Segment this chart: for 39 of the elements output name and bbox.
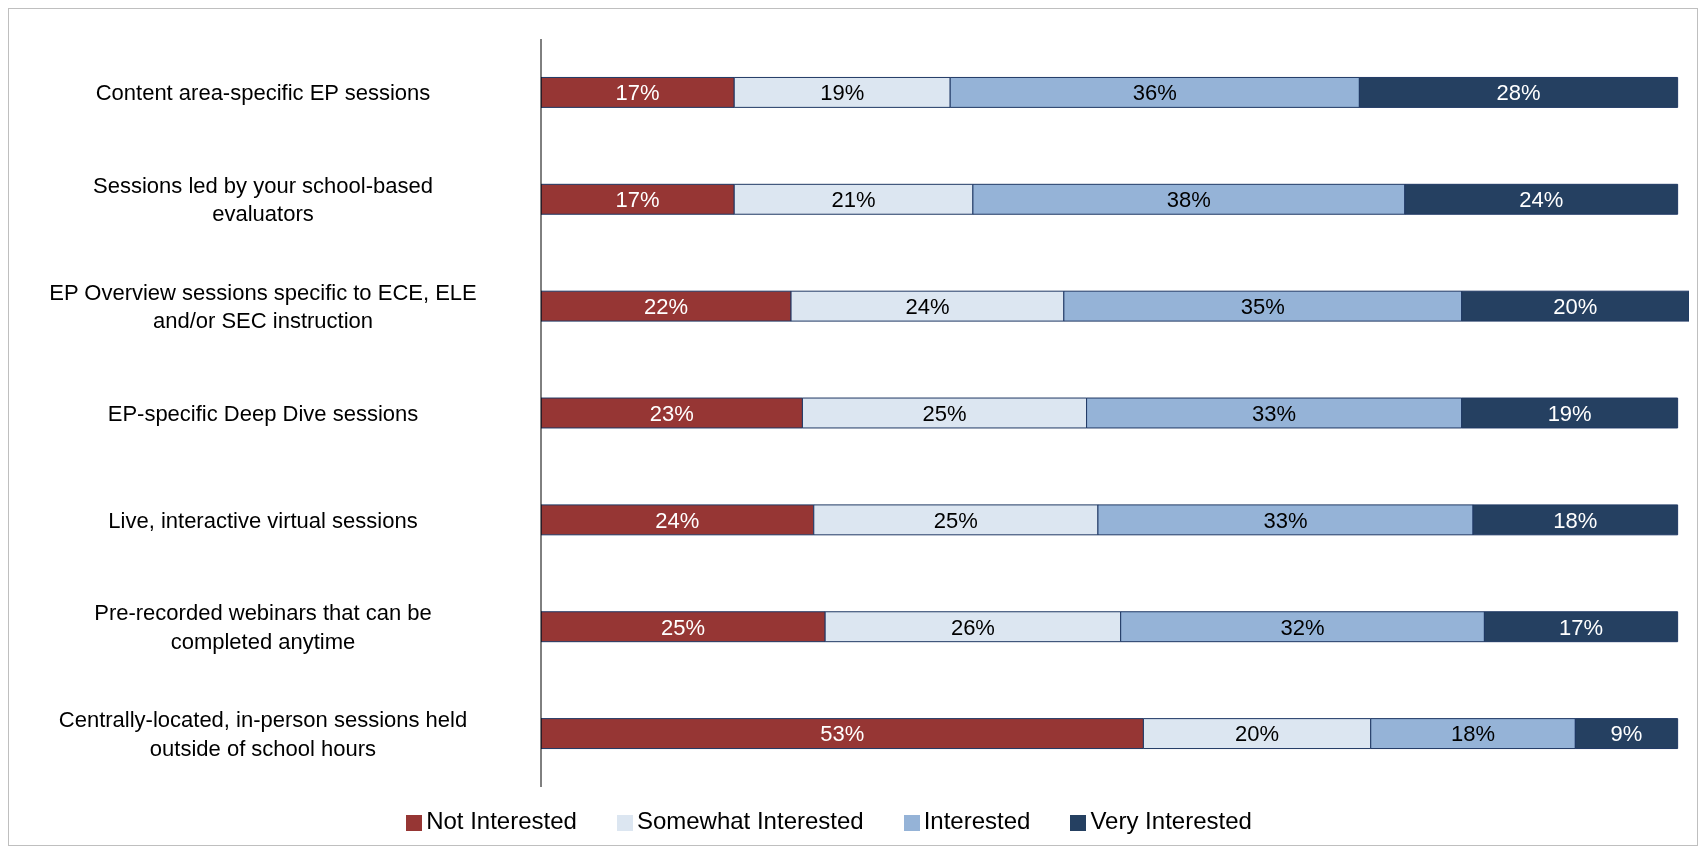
y-tick-label: Live, interactive virtual sessions <box>108 507 418 533</box>
data-label: 9% <box>1610 721 1643 747</box>
legend-label: Somewhat Interested <box>636 807 864 834</box>
data-label: 24% <box>1519 187 1564 213</box>
y-tick-label: Centrally-located, in-person sessions held outside of school hours <box>58 706 468 761</box>
data-label: 26% <box>950 614 995 640</box>
data-label: 22% <box>644 293 689 319</box>
data-label: 38% <box>1166 187 1211 213</box>
data-label: 32% <box>1280 614 1325 640</box>
data-label: 33% <box>1263 507 1308 533</box>
data-label: 24% <box>905 293 950 319</box>
data-label: 20% <box>1553 293 1598 319</box>
data-label: 33% <box>1252 400 1297 426</box>
data-label: 28% <box>1496 80 1541 106</box>
data-label: 18% <box>1553 507 1598 533</box>
data-label: 24% <box>655 507 700 533</box>
data-label: 25% <box>922 400 967 426</box>
y-tick-label: Content area-specific EP sessions <box>95 80 431 106</box>
data-label: 35% <box>1240 293 1285 319</box>
data-label: 53% <box>820 721 865 747</box>
data-label: 36% <box>1132 80 1177 106</box>
data-label: 21% <box>831 187 876 213</box>
data-label: 23% <box>649 400 694 426</box>
data-label: 25% <box>933 507 978 533</box>
data-label: 17% <box>1559 614 1604 640</box>
legend-label: Very Interested <box>1090 807 1252 834</box>
data-label: 17% <box>615 187 660 213</box>
y-tick-label: Sessions led by your school-based evaluators <box>93 172 433 227</box>
data-label: 20% <box>1235 721 1280 747</box>
legend-label: Not Interested <box>426 807 577 834</box>
data-label: 17% <box>615 80 660 106</box>
legend-label: Interested <box>923 807 1031 834</box>
data-label: 25% <box>661 614 706 640</box>
data-label: 19% <box>1547 400 1592 426</box>
y-tick-label: EP-specific Deep Dive sessions <box>107 400 419 426</box>
y-tick-label: EP Overview sessions specific to ECE, ELE and/or SEC instruction <box>49 279 477 334</box>
y-tick-label: Pre-recorded webinars that can be completed anytime <box>94 600 432 654</box>
data-label: 18% <box>1451 721 1496 747</box>
data-label: 19% <box>820 80 865 106</box>
